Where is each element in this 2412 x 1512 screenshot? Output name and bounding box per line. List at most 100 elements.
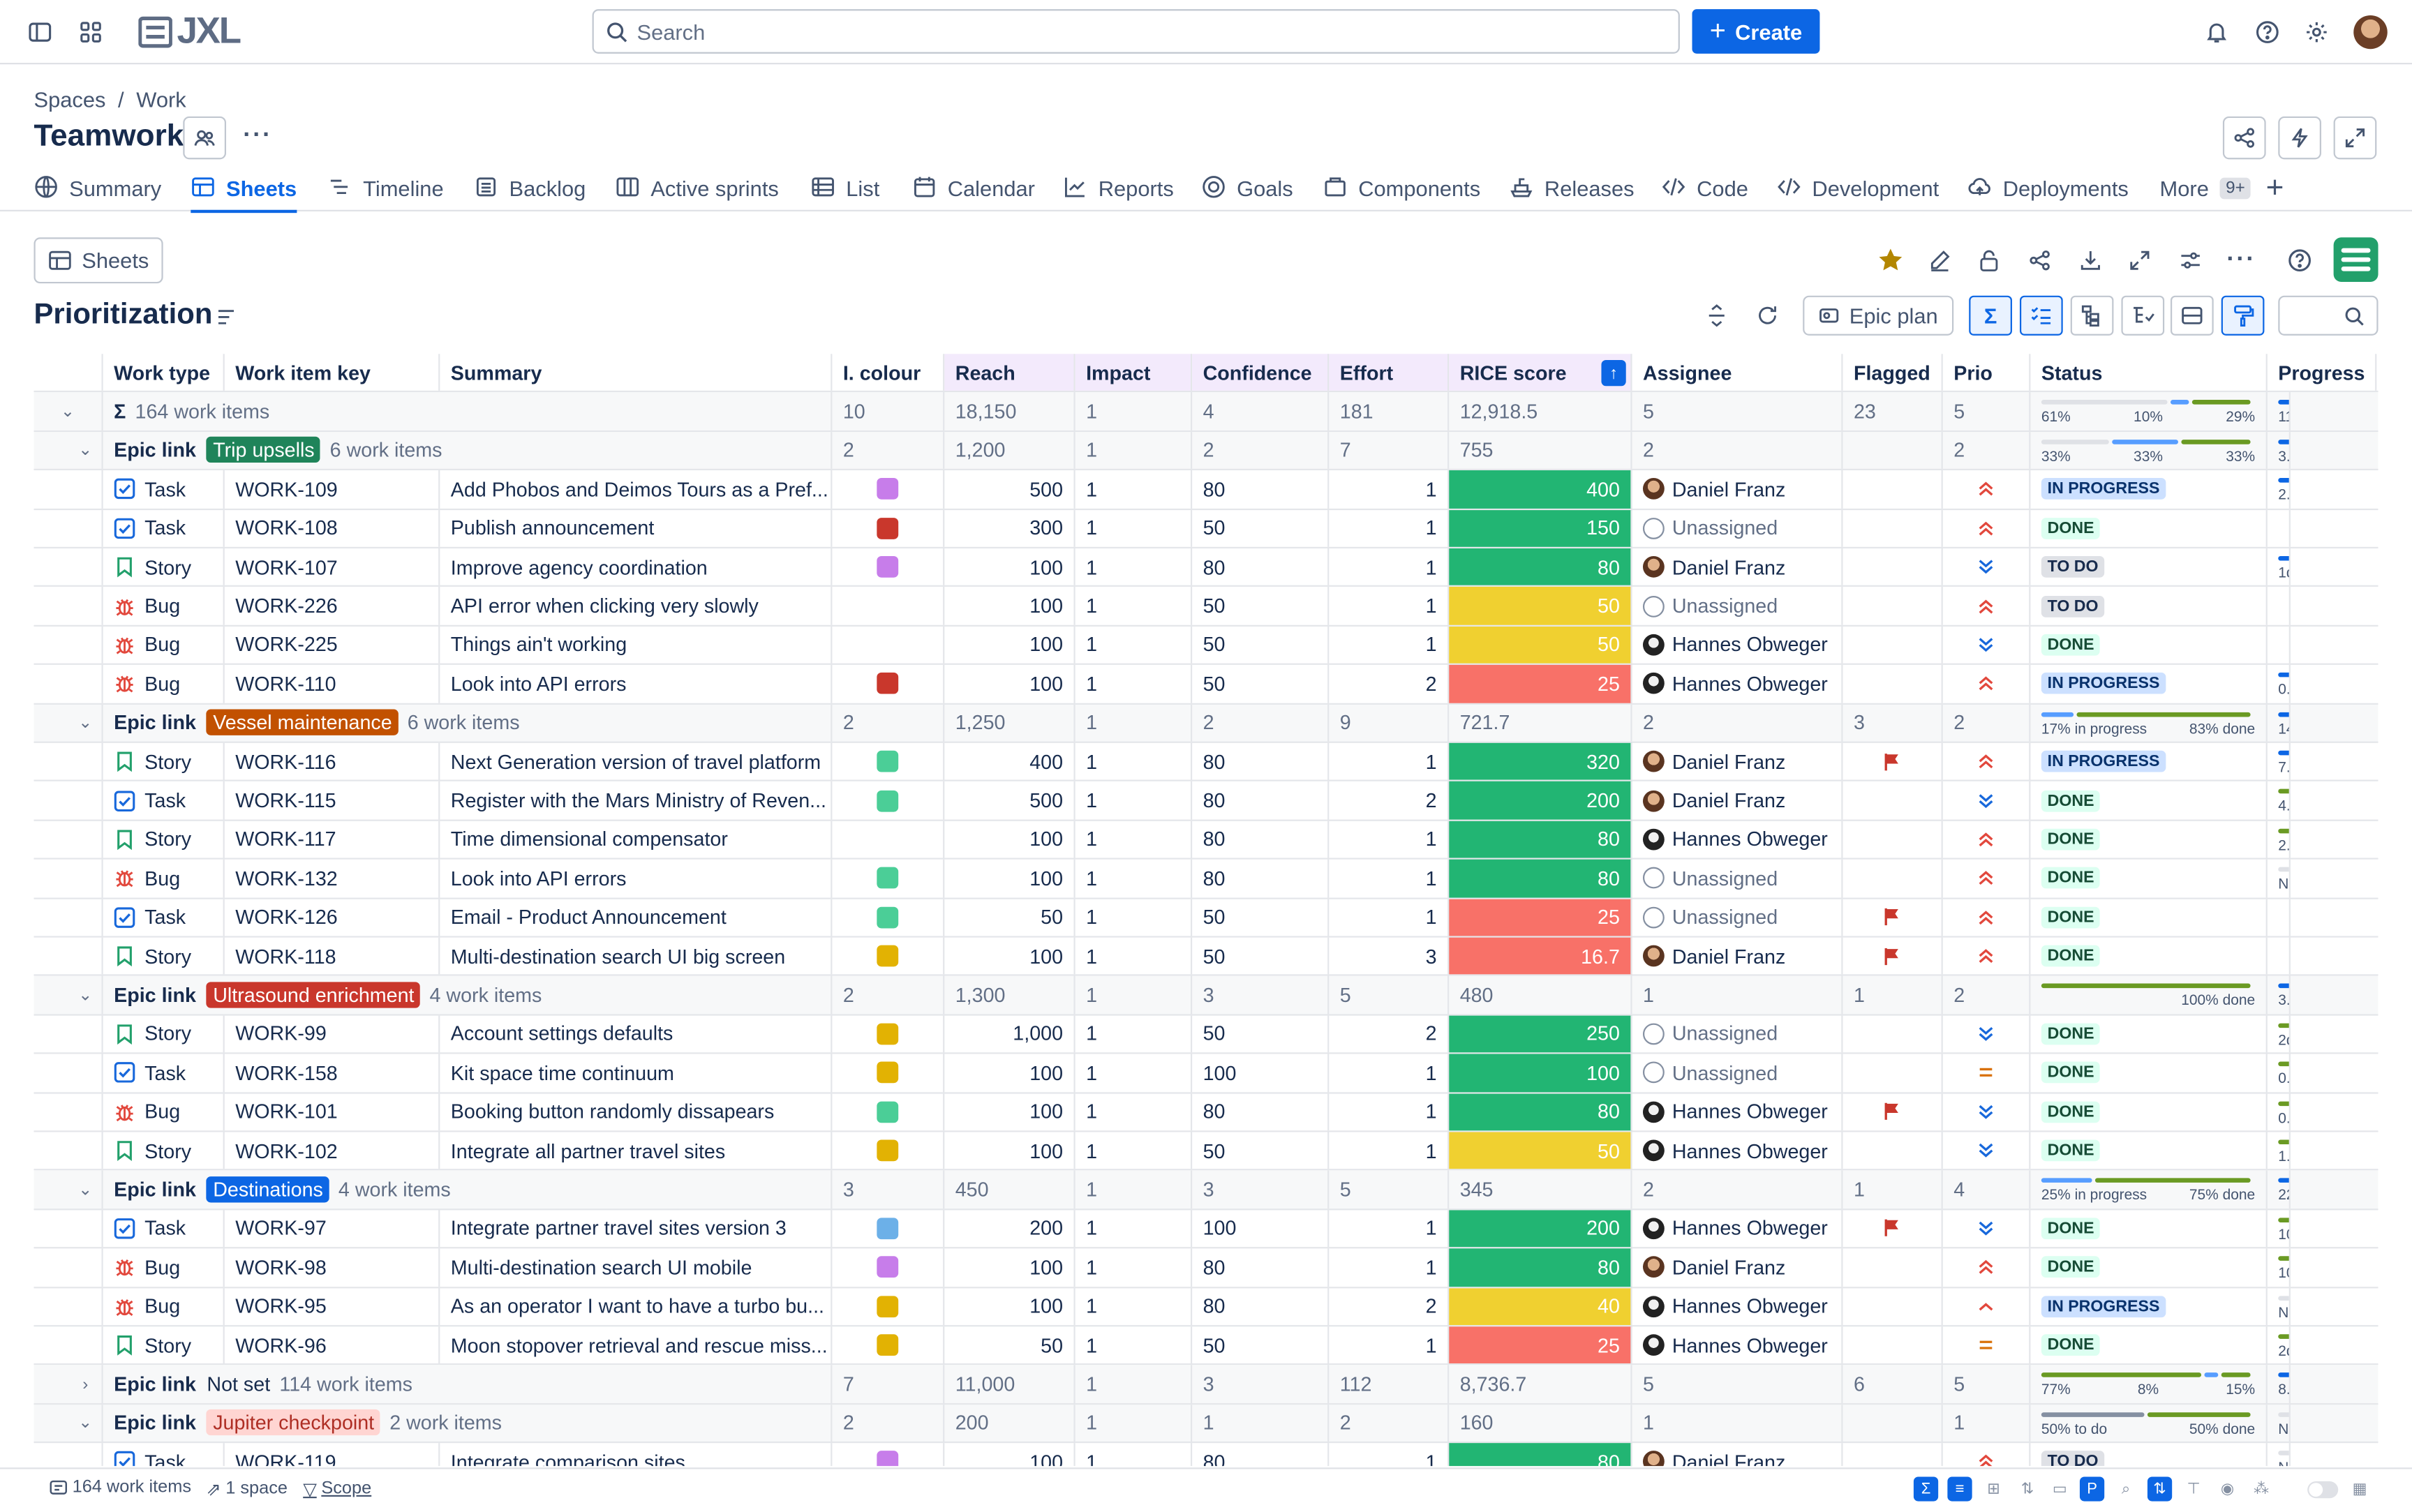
confidence-cell[interactable]: 50 (1192, 665, 1330, 703)
flagged-cell[interactable] (1843, 587, 1943, 625)
tab-list[interactable]: List (811, 165, 879, 211)
column-header[interactable]: Impact (1075, 354, 1193, 391)
status-lozenge[interactable]: DONE (2041, 1334, 2101, 1356)
flagged-cell[interactable] (1843, 1209, 1943, 1248)
app-logo[interactable]: JXL (138, 10, 241, 52)
tab-backlog[interactable]: Backlog (474, 165, 586, 211)
effort-cell[interactable]: 1 (1329, 1093, 1450, 1131)
work-item-key[interactable]: WORK-225 (225, 626, 440, 664)
confidence-cell[interactable]: 50 (1192, 509, 1330, 547)
confidence-cell[interactable]: 50 (1192, 626, 1330, 664)
column-header[interactable]: Effort (1329, 354, 1450, 391)
priority-cell[interactable] (1943, 509, 2031, 547)
flagged-cell[interactable] (1843, 1015, 1943, 1053)
assignee-cell[interactable]: Hannes Obweger (1632, 1132, 1843, 1170)
search-field[interactable] (592, 9, 1680, 54)
work-item-key[interactable]: WORK-158 (225, 1054, 440, 1092)
epic-group-label[interactable]: Epic link Not set 114 work items (103, 1365, 833, 1403)
confidence-cell[interactable]: 80 (1192, 1443, 1330, 1467)
reach-cell[interactable]: 100 (944, 860, 1075, 897)
work-item-key[interactable]: WORK-109 (225, 470, 440, 508)
footer-rows-icon[interactable]: ▭ (2052, 1480, 2067, 1498)
effort-cell[interactable]: 1 (1329, 509, 1450, 547)
effort-cell[interactable]: 1 (1329, 470, 1450, 508)
priority-cell[interactable] (1943, 781, 2031, 820)
status-cell[interactable]: TO DO (2030, 587, 2268, 625)
impact-cell[interactable]: 1 (1075, 898, 1193, 936)
summary-cell[interactable]: Moon stopover retrieval and rescue miss.… (440, 1326, 833, 1364)
summary-cell[interactable]: Multi-destination search UI mobile (440, 1248, 833, 1287)
priority-cell[interactable] (1943, 1054, 2031, 1092)
priority-cell[interactable] (1943, 1093, 2031, 1131)
impact-cell[interactable]: 1 (1075, 470, 1193, 508)
effort-cell[interactable]: 1 (1329, 742, 1450, 781)
summary-cell[interactable]: Time dimensional compensator (440, 821, 833, 858)
status-cell[interactable]: DONE (2030, 898, 2268, 936)
reach-cell[interactable]: 300 (944, 509, 1075, 547)
footer-sigma-icon[interactable]: Σ (1913, 1476, 1939, 1502)
issue-colour-cell[interactable] (832, 742, 945, 781)
effort-cell[interactable]: 1 (1329, 1248, 1450, 1287)
priority-cell[interactable] (1943, 548, 2031, 586)
effort-cell[interactable]: 1 (1329, 821, 1450, 858)
status-cell[interactable]: IN PROGRESS (2030, 665, 2268, 703)
effort-cell[interactable]: 1 (1329, 548, 1450, 586)
work-item-key[interactable]: WORK-226 (225, 587, 440, 625)
epic-group-label[interactable]: Epic link Destinations 4 work items (103, 1171, 833, 1208)
impact-cell[interactable]: 1 (1075, 1209, 1193, 1248)
user-avatar[interactable] (2353, 15, 2388, 50)
sort-tree-button[interactable] (2121, 295, 2165, 336)
work-item-key[interactable]: WORK-118 (225, 937, 440, 975)
more-options-icon[interactable]: ··· (2226, 246, 2256, 273)
status-cell[interactable]: DONE (2030, 1015, 2268, 1053)
status-lozenge[interactable]: DONE (2041, 867, 2101, 890)
view-description-icon[interactable] (216, 306, 237, 336)
status-lozenge[interactable]: DONE (2041, 1139, 2101, 1162)
work-item-key[interactable]: WORK-110 (225, 665, 440, 703)
priority-cell[interactable] (1943, 1287, 2031, 1326)
impact-cell[interactable]: 1 (1075, 1093, 1193, 1131)
tab-summary[interactable]: Summary (34, 165, 161, 211)
summary-cell[interactable]: Integrate comparison sites (440, 1443, 833, 1467)
work-item-key[interactable]: WORK-97 (225, 1209, 440, 1248)
reach-cell[interactable]: 100 (944, 548, 1075, 586)
sort-ascending-icon[interactable]: ↑ (1601, 359, 1626, 387)
priority-cell[interactable] (1943, 1326, 2031, 1364)
epic-group-label[interactable]: Epic link Vessel maintenance 6 work items (103, 704, 833, 742)
priority-cell[interactable] (1943, 665, 2031, 703)
group-chevron[interactable]: ⌄ (78, 1181, 93, 1200)
work-item-key[interactable]: WORK-95 (225, 1287, 440, 1326)
status-cell[interactable]: DONE (2030, 937, 2268, 975)
issue-colour-cell[interactable] (832, 665, 945, 703)
summary-cell[interactable]: Look into API errors (440, 665, 833, 703)
summary-cell[interactable]: Publish announcement (440, 509, 833, 547)
status-cell[interactable]: DONE (2030, 781, 2268, 820)
status-cell[interactable]: DONE (2030, 1326, 2268, 1364)
confidence-cell[interactable]: 100 (1192, 1209, 1330, 1248)
impact-cell[interactable]: 1 (1075, 1287, 1193, 1326)
column-header[interactable]: Confidence (1192, 354, 1330, 391)
reach-cell[interactable]: 100 (944, 1443, 1075, 1467)
tab-sheets[interactable]: Sheets (191, 165, 297, 214)
group-chevron[interactable]: › (82, 1375, 89, 1393)
footer-paint-icon[interactable]: P (2079, 1476, 2105, 1502)
reach-cell[interactable]: 100 (944, 1248, 1075, 1287)
flagged-cell[interactable] (1843, 1326, 1943, 1364)
assignee-cell[interactable]: Hannes Obweger (1632, 665, 1843, 703)
footer-search-icon[interactable]: ⌕ (2121, 1480, 2131, 1498)
work-item-key[interactable]: WORK-115 (225, 781, 440, 820)
effort-cell[interactable]: 2 (1329, 665, 1450, 703)
column-header[interactable]: Assignee (1632, 354, 1843, 391)
column-header-select[interactable] (34, 354, 103, 391)
work-item-key[interactable]: WORK-108 (225, 509, 440, 547)
impact-cell[interactable]: 1 (1075, 1443, 1193, 1467)
sidebar-toggle-icon[interactable] (24, 17, 55, 47)
edit-pencil-icon[interactable] (1924, 245, 1955, 276)
summary-cell[interactable]: Kit space time continuum (440, 1054, 833, 1092)
issue-colour-cell[interactable] (832, 1093, 945, 1131)
column-header[interactable]: RICE score ↑ (1449, 354, 1632, 391)
sheets-app-logo-icon[interactable] (2333, 237, 2378, 282)
row-density-button[interactable] (2170, 295, 2214, 336)
issue-colour-cell[interactable] (832, 898, 945, 936)
reach-cell[interactable]: 50 (944, 898, 1075, 936)
